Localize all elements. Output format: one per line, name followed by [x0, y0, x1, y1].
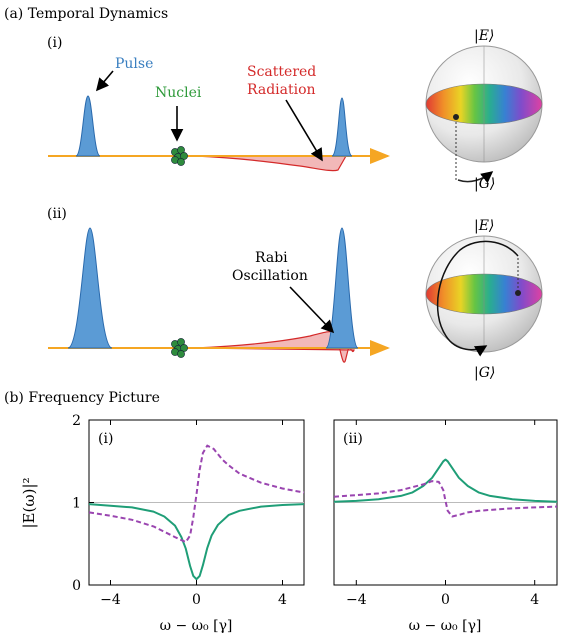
scattered-pointer-arrow	[285, 99, 323, 162]
sphere-ii-bottom-label: |G⟩	[474, 365, 495, 381]
x-tick-label-ii: 4	[530, 592, 539, 608]
nuclei-label: Nuclei	[155, 85, 202, 101]
pulse-pointer-arrow	[95, 70, 114, 92]
sphere-ii-top-label: |E⟩	[474, 218, 494, 234]
y-axis-label: |E(ω)|²	[20, 477, 38, 528]
scattered-radiation-i	[194, 155, 348, 172]
x-axis-label-ii: ω − ω₀ [γ]	[409, 618, 482, 634]
y-tick-label-i: 1	[72, 496, 81, 512]
y-tick-label-i: 0	[72, 578, 81, 594]
pulse-ii-transmitted	[325, 227, 359, 349]
plot-panel-ii: (ii) ω − ω₀ [γ] −4 0 4	[333, 419, 558, 634]
x-axis-label-i: ω − ω₀ [γ]	[160, 618, 233, 634]
pulse-ii-incident	[67, 227, 113, 349]
row-ii-label: (ii)	[47, 206, 67, 222]
plot-panel-i: (i) ω − ω₀ [γ] −4 0 4 0 1 2	[72, 413, 305, 634]
x-tick-label-i: 4	[278, 592, 287, 608]
bloch-sphere-i: |E⟩ |G⟩	[425, 28, 543, 192]
x-tick-label-ii: −4	[346, 592, 367, 608]
plot-label-ii: (ii)	[343, 431, 363, 447]
x-tick-label-i: 0	[192, 592, 201, 608]
x-tick-label-ii: 0	[441, 592, 450, 608]
scattered-label-line1: Scattered	[247, 64, 316, 80]
plot-label-i: (i)	[98, 431, 113, 447]
y-tick-label-i: 2	[72, 413, 81, 429]
row-i-diagram: Pulse Nuclei Scattered Radiation	[48, 56, 390, 172]
rabi-label-line2: Oscillation	[232, 268, 308, 284]
sphere-i-bottom-label: |G⟩	[474, 176, 495, 192]
pulse-i-transmitted	[331, 97, 353, 157]
scattered-label-line2: Radiation	[247, 82, 316, 98]
solid-curve-ii	[333, 458, 558, 503]
row-i-label: (i)	[47, 35, 62, 51]
dashed-curve-ii	[333, 480, 558, 518]
solid-curve-i	[88, 503, 305, 581]
dashed-curve-i	[88, 444, 305, 544]
sphere-i-top-label: |E⟩	[474, 28, 494, 44]
pulse-label: Pulse	[115, 56, 153, 72]
pulse-i-incident	[75, 95, 101, 157]
rabi-label-line1: Rabi	[255, 250, 288, 266]
panel-b-title: (b) Frequency Picture	[4, 390, 160, 406]
rabi-pointer-arrow	[289, 286, 335, 334]
x-tick-label-i: −4	[100, 592, 121, 608]
nuclei-icon-i	[171, 146, 188, 166]
row-ii-diagram: Rabi Oscillation	[48, 227, 390, 363]
bloch-sphere-ii: |E⟩ |G⟩	[425, 218, 543, 381]
panel-a-title: (a) Temporal Dynamics	[4, 6, 168, 22]
nuclei-icon-ii	[171, 338, 188, 358]
